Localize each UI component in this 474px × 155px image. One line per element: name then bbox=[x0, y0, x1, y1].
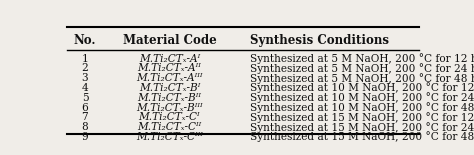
Text: 3: 3 bbox=[82, 73, 88, 83]
Text: M.Ti₂CTₓ-Aᴵᴵ: M.Ti₂CTₓ-Aᴵᴵ bbox=[137, 63, 201, 73]
Text: 6: 6 bbox=[82, 102, 88, 113]
Text: 4: 4 bbox=[82, 83, 88, 93]
Text: Synthesized at 5 M NaOH, 200 °C for 12 h: Synthesized at 5 M NaOH, 200 °C for 12 h bbox=[250, 53, 474, 64]
Text: M.Ti₂CTₓ-Bᴵᴵ: M.Ti₂CTₓ-Bᴵᴵ bbox=[137, 93, 201, 103]
Text: M.Ti₂CTₓ-Aᴵᴵᴵ: M.Ti₂CTₓ-Aᴵᴵᴵ bbox=[136, 73, 203, 83]
Text: M.Ti₂CTₓ-Cᴵᴵᴵ: M.Ti₂CTₓ-Cᴵᴵᴵ bbox=[136, 132, 203, 142]
Text: Synthesized at 10 M NaOH, 200 °C for 24 h: Synthesized at 10 M NaOH, 200 °C for 24 … bbox=[250, 92, 474, 103]
Text: 5: 5 bbox=[82, 93, 88, 103]
Text: 8: 8 bbox=[82, 122, 88, 132]
Text: M.Ti₂CTₓ-Cᴵᴵ: M.Ti₂CTₓ-Cᴵᴵ bbox=[137, 122, 201, 132]
Text: Synthesized at 5 M NaOH, 200 °C for 24 h: Synthesized at 5 M NaOH, 200 °C for 24 h bbox=[250, 63, 474, 74]
Text: Synthesis Conditions: Synthesis Conditions bbox=[250, 34, 389, 47]
Text: 7: 7 bbox=[82, 112, 88, 122]
Text: No.: No. bbox=[74, 34, 96, 47]
Text: M.Ti₂CTₓ-Bᴵᴵᴵ: M.Ti₂CTₓ-Bᴵᴵᴵ bbox=[136, 102, 203, 113]
Text: 1: 1 bbox=[82, 54, 88, 64]
Text: Material Code: Material Code bbox=[123, 34, 216, 47]
Text: M.Ti₂CTₓ-Cᴵ: M.Ti₂CTₓ-Cᴵ bbox=[138, 112, 201, 122]
Text: 9: 9 bbox=[82, 132, 88, 142]
Text: Synthesized at 10 M NaOH, 200 °C for 48 h: Synthesized at 10 M NaOH, 200 °C for 48 … bbox=[250, 102, 474, 113]
Text: Synthesized at 5 M NaOH, 200 °C for 48 h: Synthesized at 5 M NaOH, 200 °C for 48 h bbox=[250, 73, 474, 84]
Text: Synthesized at 15 M NaOH, 200 °C for 48 h: Synthesized at 15 M NaOH, 200 °C for 48 … bbox=[250, 131, 474, 142]
Text: Synthesized at 10 M NaOH, 200 °C for 12 h: Synthesized at 10 M NaOH, 200 °C for 12 … bbox=[250, 82, 474, 93]
Text: Synthesized at 15 M NaOH, 200 °C for 24 h: Synthesized at 15 M NaOH, 200 °C for 24 … bbox=[250, 122, 474, 133]
Text: M.Ti₂CTₓ-Bᴵ: M.Ti₂CTₓ-Bᴵ bbox=[139, 83, 200, 93]
Text: M.Ti₂CTₓ-Aᴵ: M.Ti₂CTₓ-Aᴵ bbox=[139, 54, 200, 64]
Text: Synthesized at 15 M NaOH, 200 °C for 12 h: Synthesized at 15 M NaOH, 200 °C for 12 … bbox=[250, 112, 474, 123]
Text: 2: 2 bbox=[82, 63, 88, 73]
